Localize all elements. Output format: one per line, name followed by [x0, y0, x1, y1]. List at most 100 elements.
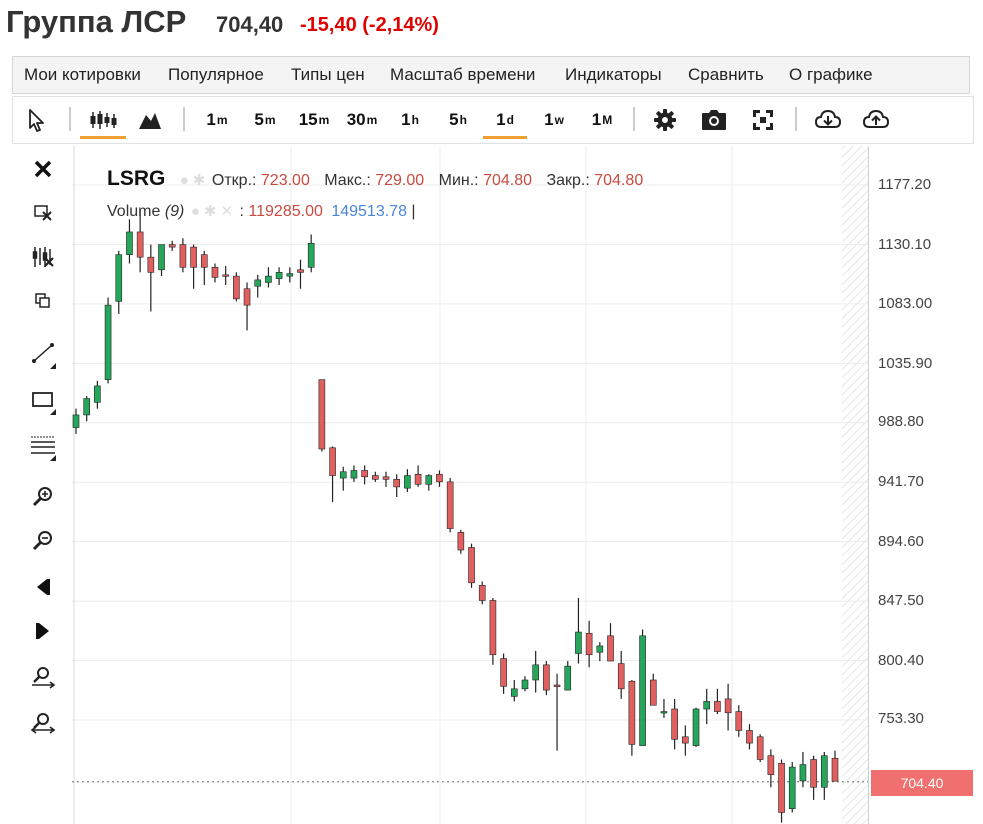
timeframe-15m[interactable]: 15 m: [298, 110, 330, 129]
menu-about-chart[interactable]: О графике: [789, 65, 873, 84]
low-value: 704.80: [483, 172, 533, 189]
candles-icon[interactable]: [80, 97, 126, 143]
menu-time-scale[interactable]: Масштаб времени: [390, 65, 536, 84]
zoom-vertical-icon[interactable]: [20, 705, 66, 741]
remove-drawing-icon[interactable]: [20, 195, 66, 231]
zoom-in-icon[interactable]: [20, 479, 66, 515]
menu-indicators[interactable]: Индикаторы: [565, 65, 662, 84]
candle-body: [126, 231, 133, 255]
candle-body: [446, 481, 454, 529]
candle-body: [778, 762, 785, 813]
menu-price-types[interactable]: Типы цен: [291, 65, 365, 84]
candle-body: [372, 475, 379, 480]
timeframe-30m[interactable]: 30 m: [346, 110, 378, 129]
candle-body: [297, 269, 304, 273]
candle-body: [72, 414, 80, 428]
candle-body: [617, 663, 625, 690]
candle-body: [468, 547, 475, 584]
candle-body: [810, 759, 817, 788]
current-price-label: 704.40: [871, 770, 973, 796]
zoom-out-icon[interactable]: [20, 523, 66, 559]
candle-body: [575, 631, 582, 654]
candlestick-chart[interactable]: [72, 146, 868, 824]
candle-body: [500, 658, 507, 687]
candle-body: [703, 701, 711, 710]
drawing-toolbar: [14, 146, 72, 824]
eye-icon[interactable]: ●: [179, 172, 189, 189]
candle-body: [521, 679, 529, 690]
candle-body: [147, 256, 155, 273]
candle-body: [649, 679, 657, 706]
company-title: Группа ЛСР: [6, 4, 187, 39]
gear-icon[interactable]: [649, 97, 681, 143]
close-icon[interactable]: ✕: [220, 203, 234, 220]
menu-popular[interactable]: Популярное: [168, 65, 264, 84]
gear-icon[interactable]: ✱: [203, 203, 217, 220]
zoom-horizontal-icon[interactable]: [20, 659, 66, 695]
candle-body: [318, 379, 326, 450]
toolbar-separator: [183, 107, 185, 131]
eye-icon[interactable]: ●: [190, 203, 200, 220]
cloud-download-icon[interactable]: [811, 97, 845, 143]
candle-body: [821, 755, 828, 788]
price-axis[interactable]: 1177.20 1130.10 1083.00 1035.90 988.80 9…: [868, 146, 975, 824]
candle-body: [179, 244, 187, 268]
close-icon[interactable]: [20, 151, 66, 187]
trend-line-icon[interactable]: [20, 335, 66, 371]
remove-all-icon[interactable]: [20, 239, 66, 275]
candle-body: [457, 532, 465, 551]
candle-body: [799, 764, 807, 782]
candle-body: [767, 755, 775, 775]
y-tick: 1035.90: [878, 355, 933, 372]
low-label: Мин.:: [438, 172, 479, 189]
cloud-upload-icon[interactable]: [859, 97, 893, 143]
area-chart-icon[interactable]: [133, 97, 167, 143]
high-value: 729.00: [375, 172, 425, 189]
volume-legend: Volume (9) ● ✱ ✕ : 119285.00 149513.78 |: [107, 203, 416, 220]
camera-icon[interactable]: [697, 97, 731, 143]
candle-body: [115, 254, 123, 302]
fullscreen-icon[interactable]: [747, 97, 779, 143]
candle-body: [329, 447, 336, 476]
symbol-label: LSRG: [107, 167, 166, 190]
scroll-left-icon[interactable]: [20, 569, 66, 605]
candle-body: [158, 244, 165, 271]
candle-body: [628, 680, 636, 745]
rectangle-icon[interactable]: [20, 381, 66, 417]
candle-body: [553, 684, 561, 687]
last-price: 704,40: [216, 12, 284, 37]
fib-lines-icon[interactable]: [20, 427, 66, 463]
price-chart[interactable]: [72, 146, 868, 824]
cursor-icon[interactable]: [21, 97, 51, 143]
ohlc-legend: LSRG ● ✱ Откр.: 723.00 Макс.: 729.00 Мин.…: [107, 167, 653, 191]
candle-body: [339, 471, 347, 479]
volume-average: 149513.78: [331, 203, 407, 220]
y-tick: 988.80: [878, 413, 924, 430]
y-tick: 1083.00: [878, 295, 933, 312]
candle-body: [692, 708, 700, 746]
candle-body: [222, 274, 229, 277]
future-area: [842, 146, 868, 824]
candle-body: [190, 246, 197, 268]
toolbar-separator: [69, 107, 71, 131]
candle-body: [724, 698, 732, 714]
scroll-right-icon[interactable]: [20, 613, 66, 649]
candle-body: [361, 470, 368, 478]
menu-my-quotes[interactable]: Мои котировки: [24, 65, 141, 84]
y-tick: 800.40: [878, 652, 924, 669]
layers-icon[interactable]: [20, 283, 66, 319]
menu-compare[interactable]: Сравнить: [688, 65, 764, 84]
candle-body: [607, 635, 614, 662]
candle-body: [94, 385, 101, 403]
close-value: 704.80: [594, 172, 644, 189]
price-change: -15,40 (-2,14%): [300, 14, 439, 36]
gear-icon[interactable]: ✱: [192, 172, 206, 189]
